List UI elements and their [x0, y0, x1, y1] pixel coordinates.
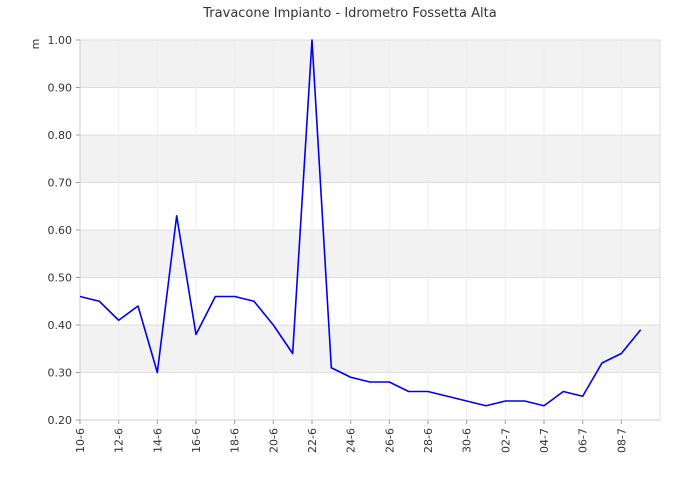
x-tick-label: 12-6	[113, 428, 126, 453]
y-tick-label: 0.80	[48, 129, 73, 142]
y-tick-label: 1.00	[48, 34, 73, 47]
x-tick-labels: 10-6 12-6 14-6 16-6 18-6 20-6 22-6 24-6 26-6 28-6…	[74, 428, 628, 453]
y-tick-label: 0.40	[48, 319, 73, 332]
background-band	[80, 325, 660, 373]
background-band	[80, 182, 660, 230]
chart-title: Travacone Impianto - Idrometro Fossetta …	[202, 6, 496, 21]
y-tick-label: 0.70	[48, 177, 73, 190]
y-tick-label: 0.50	[48, 272, 73, 285]
x-tick-label: 06-7	[577, 428, 590, 453]
x-tick-label: 18-6	[229, 428, 242, 453]
x-tick-label: 22-6	[306, 428, 319, 453]
y-tick-label: 0.60	[48, 224, 73, 237]
series-group	[79, 39, 642, 407]
background-band	[80, 230, 660, 278]
x-tick-label: 28-6	[422, 428, 435, 453]
y-tick-labels: 0.20 0.30 0.40 0.50 0.60 0.70 0.80 0.90 1.00	[48, 34, 73, 427]
x-tick-label: 10-6	[74, 428, 87, 453]
background-band	[80, 372, 660, 420]
y-axis-label: m	[29, 39, 42, 50]
y-tick-label: 0.30	[48, 367, 73, 380]
axes	[76, 39, 661, 424]
x-tick-label: 04-7	[538, 428, 551, 453]
background-band	[80, 277, 660, 325]
y-tick-label: 0.90	[48, 82, 73, 95]
x-tick-label: 14-6	[151, 428, 164, 453]
x-tick-label: 30-6	[461, 428, 474, 453]
x-tick-label: 16-6	[190, 428, 203, 453]
x-tick-label: 24-6	[345, 428, 358, 453]
x-tick-label: 26-6	[383, 428, 396, 453]
x-tick-label: 20-6	[267, 428, 280, 453]
background-band	[80, 40, 660, 88]
background-bands	[80, 40, 660, 420]
background-band	[80, 135, 660, 183]
x-tick-label: 08-7	[615, 428, 628, 453]
series-line	[79, 39, 642, 407]
background-band	[80, 87, 660, 135]
y-tick-label: 0.20	[48, 414, 73, 427]
x-tick-label: 02-7	[499, 428, 512, 453]
